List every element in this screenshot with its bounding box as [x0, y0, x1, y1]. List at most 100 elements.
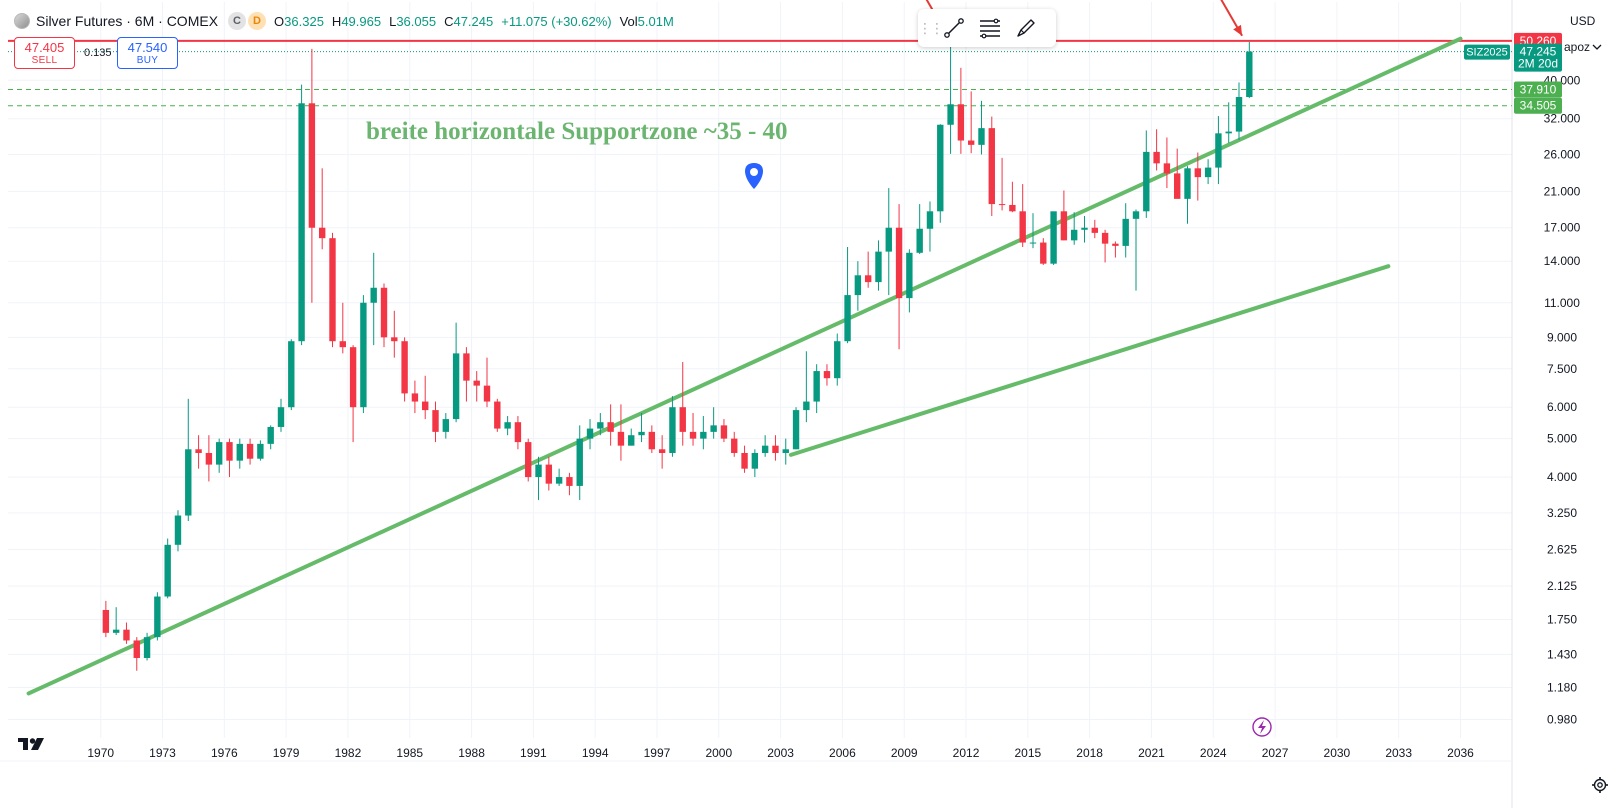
candle-body — [102, 609, 110, 633]
drag-handle-icon[interactable]: ⋮⋮ — [918, 19, 944, 36]
candle-body — [133, 640, 140, 658]
candle — [1112, 241, 1119, 258]
candle-body — [834, 341, 841, 379]
candle — [875, 240, 882, 291]
support-zone-annotation[interactable]: breite horizontale Supportzone ~35 - 40 — [366, 118, 788, 145]
symbol-tag-text: SIZ2025 — [1466, 47, 1508, 59]
candle-body — [1060, 211, 1068, 241]
candle-body — [1091, 227, 1098, 233]
symbol-header: Silver Futures · 6M · COMEX C D O36.325 … — [14, 10, 674, 32]
candle-body — [1153, 151, 1160, 164]
currency-selector[interactable]: USD — [1570, 10, 1608, 32]
candle — [1070, 212, 1078, 245]
candle-body — [494, 401, 501, 429]
candle — [772, 435, 779, 461]
candle — [246, 438, 254, 465]
arrow-head[interactable] — [1233, 24, 1243, 36]
low-value: 36.055 — [396, 13, 437, 29]
candle-body — [422, 401, 429, 411]
candle — [473, 371, 480, 402]
candle-body — [1009, 204, 1016, 212]
silver-coin-icon — [14, 13, 30, 29]
gear-icon[interactable] — [1590, 775, 1610, 795]
candle — [1235, 82, 1243, 140]
y-tick-label: 14.000 — [1544, 254, 1581, 268]
candle — [463, 347, 470, 402]
candle-body — [854, 275, 862, 296]
candle — [452, 322, 460, 423]
candle — [638, 413, 645, 443]
candle-body — [988, 128, 995, 205]
candle-body — [164, 544, 171, 597]
candle-body — [926, 211, 934, 229]
x-tick-label: 1970 — [87, 746, 114, 760]
fib-lines-icon[interactable] — [972, 10, 1008, 46]
y-tick-label: 4.000 — [1547, 470, 1577, 484]
candle — [648, 425, 656, 453]
candle — [628, 428, 635, 446]
scale-mode-dropdown[interactable]: apoz — [1564, 36, 1608, 58]
location-pin-icon[interactable] — [745, 163, 763, 189]
x-tick-label: 2006 — [829, 746, 856, 760]
candle-body — [782, 449, 789, 453]
brush-icon[interactable] — [1008, 10, 1044, 46]
y-axis: 0.980 1.180 1.430 1.750 2.125 2.625 3.250 4.000… — [1544, 73, 1581, 726]
low-label: L — [389, 13, 397, 29]
trendline[interactable] — [26, 36, 1463, 696]
candle — [494, 398, 501, 432]
candle-body — [998, 204, 1006, 206]
support-lower-tag-bg — [1514, 97, 1562, 114]
horizontal-lines[interactable] — [8, 39, 1512, 107]
candle — [1040, 238, 1047, 265]
candle-body — [1163, 163, 1171, 174]
candle — [164, 538, 171, 599]
candle-body — [1112, 243, 1119, 246]
trendline-icon[interactable] — [936, 10, 972, 46]
candle-body — [1050, 211, 1057, 264]
candle-body — [792, 410, 800, 450]
candle-body — [1081, 227, 1088, 230]
candle-body — [308, 103, 316, 228]
candle — [823, 364, 831, 386]
candle — [1204, 159, 1212, 185]
candle-body — [937, 124, 944, 212]
candle — [1122, 203, 1129, 258]
candle — [257, 440, 264, 461]
chip-d[interactable]: D — [248, 12, 267, 30]
sell-button[interactable]: 47.405 SELL — [14, 37, 75, 69]
candle-body — [658, 449, 666, 453]
candle — [751, 449, 759, 478]
candle-body — [288, 341, 295, 408]
x-tick-label: 2027 — [1262, 746, 1289, 760]
candle — [1225, 102, 1232, 143]
candle — [916, 204, 923, 254]
candle-body — [731, 438, 738, 453]
trendline[interactable] — [788, 264, 1391, 457]
tradingview-logo-icon[interactable] — [17, 734, 49, 759]
candle — [1163, 137, 1171, 189]
sell-label: SELL — [31, 55, 58, 66]
volume-value: 5.01M — [637, 13, 674, 29]
candle-body — [1184, 168, 1191, 199]
symbol-title[interactable]: Silver Futures · 6M · COMEX — [36, 13, 219, 29]
candle — [1246, 41, 1253, 99]
candle-body — [215, 442, 223, 465]
candle — [442, 413, 450, 439]
candle-body — [123, 629, 130, 641]
chip-c[interactable]: C — [228, 12, 247, 30]
drawing-toolbar: ⋮⋮ — [918, 9, 1056, 47]
x-tick-label: 2000 — [705, 746, 732, 760]
x-tick-label: 2033 — [1385, 746, 1412, 760]
lightning-icon[interactable] — [1252, 717, 1272, 737]
candle — [669, 396, 676, 457]
candle-body — [669, 407, 676, 453]
candle — [731, 431, 738, 457]
candle — [535, 456, 542, 501]
candle — [1060, 190, 1068, 241]
buy-button[interactable]: 47.540 BUY — [117, 37, 178, 69]
candle — [710, 407, 717, 439]
trendlines[interactable] — [26, 36, 1463, 696]
close-value: 47.245 — [453, 13, 494, 29]
candle — [1050, 211, 1057, 265]
